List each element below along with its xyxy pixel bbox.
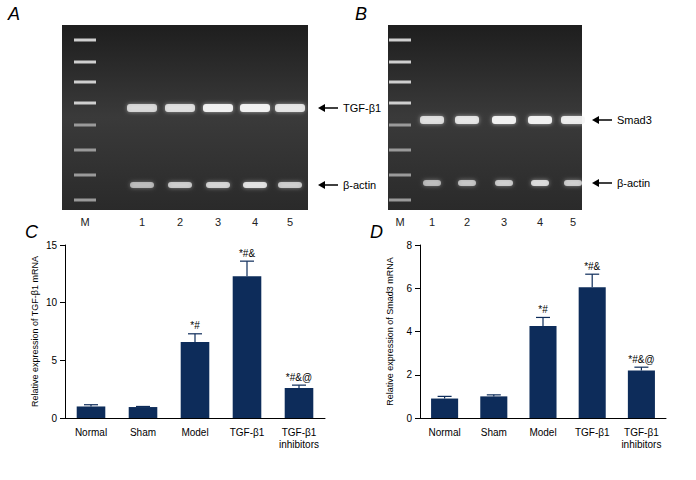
svg-text:M: M — [395, 216, 404, 228]
svg-text:Model: Model — [529, 427, 556, 438]
svg-text:C: C — [25, 222, 39, 242]
svg-text:*#&@: *#&@ — [628, 354, 654, 365]
svg-text:β-actin: β-actin — [617, 177, 650, 189]
svg-text:β-actin: β-actin — [343, 179, 376, 191]
svg-text:15: 15 — [46, 240, 58, 251]
svg-text:6: 6 — [406, 283, 412, 294]
svg-text:inhibitors: inhibitors — [279, 439, 319, 450]
svg-text:Normal: Normal — [75, 427, 107, 438]
svg-text:0: 0 — [406, 413, 412, 424]
svg-text:0: 0 — [51, 413, 57, 424]
svg-text:3: 3 — [501, 216, 507, 228]
svg-text:Relative expression of TGF-β1: Relative expression of TGF-β1 mRNA — [30, 256, 40, 407]
svg-text:A: A — [7, 4, 20, 24]
svg-text:TGF-β1: TGF-β1 — [343, 102, 381, 114]
svg-text:TGF-β1: TGF-β1 — [575, 427, 610, 438]
svg-text:10: 10 — [46, 297, 58, 308]
svg-text:*#&@: *#&@ — [286, 372, 312, 383]
svg-text:4: 4 — [252, 216, 258, 228]
svg-text:1: 1 — [139, 216, 145, 228]
svg-text:M: M — [80, 216, 89, 228]
svg-text:TGF-β1: TGF-β1 — [282, 427, 317, 438]
svg-text:2: 2 — [177, 216, 183, 228]
svg-text:D: D — [370, 222, 383, 242]
svg-text:TGF-β1: TGF-β1 — [230, 427, 265, 438]
svg-text:inhibitors: inhibitors — [621, 439, 661, 450]
svg-text:4: 4 — [406, 326, 412, 337]
svg-text:Normal: Normal — [428, 427, 460, 438]
svg-text:4: 4 — [537, 216, 543, 228]
svg-text:*#: *# — [538, 304, 548, 315]
svg-text:Smad3: Smad3 — [617, 114, 652, 126]
svg-text:B: B — [355, 4, 367, 24]
svg-text:5: 5 — [570, 216, 576, 228]
svg-text:2: 2 — [406, 369, 412, 380]
svg-text:2: 2 — [464, 216, 470, 228]
svg-text:*#&: *#& — [584, 261, 600, 272]
svg-text:*#&: *#& — [239, 248, 255, 259]
svg-text:8: 8 — [406, 240, 412, 251]
svg-text:5: 5 — [287, 216, 293, 228]
svg-text:Relative expression of Smad3 m: Relative expression of Smad3 mRNA — [385, 257, 395, 406]
svg-text:3: 3 — [215, 216, 221, 228]
svg-text:Sham: Sham — [481, 427, 507, 438]
svg-text:TGF-β1: TGF-β1 — [624, 427, 659, 438]
svg-text:5: 5 — [51, 355, 57, 366]
svg-text:*#: *# — [190, 320, 200, 331]
svg-text:Model: Model — [181, 427, 208, 438]
svg-text:1: 1 — [429, 216, 435, 228]
svg-text:Sham: Sham — [130, 427, 156, 438]
